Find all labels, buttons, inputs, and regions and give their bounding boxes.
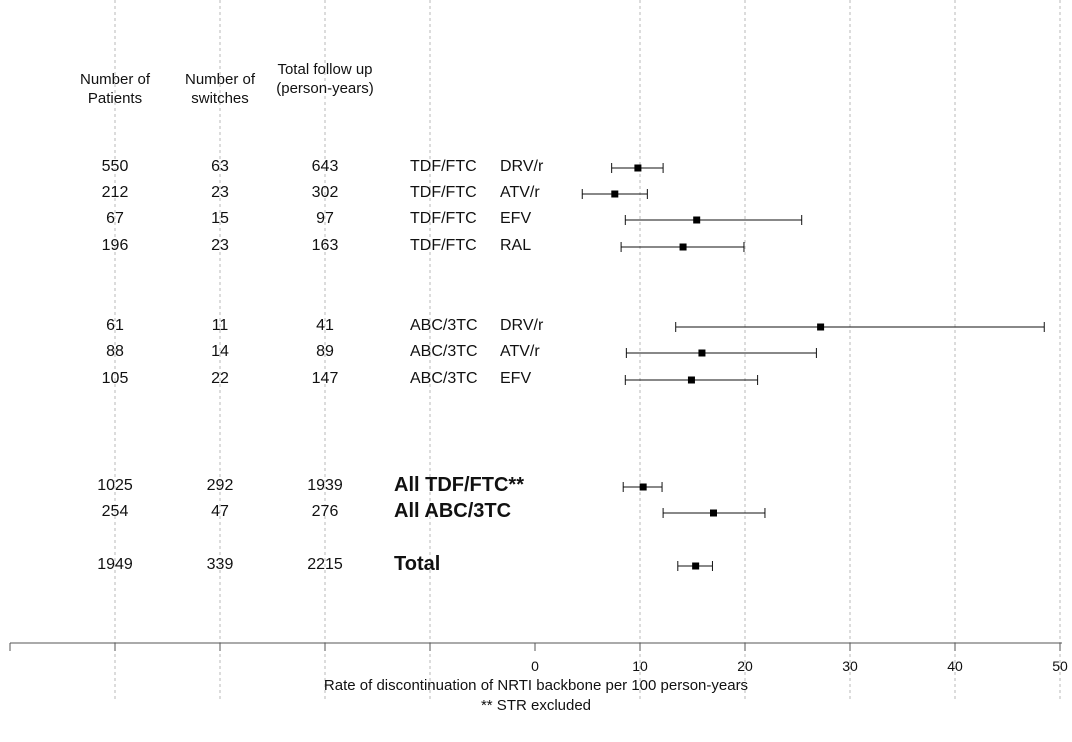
cell-followup: 302 [311, 184, 339, 201]
cell-followup: 163 [311, 237, 339, 254]
forest-marks [581, 163, 1045, 571]
cell-patients: 196 [101, 237, 129, 254]
x-tick-label: 0 [531, 658, 539, 674]
cell-followup: 97 [316, 210, 334, 227]
third-agent-label: DRV/r [500, 317, 544, 334]
backbone-label: TDF/FTC [410, 158, 477, 175]
cell-switches: 292 [206, 477, 234, 494]
backbone-label: TDF/FTC [410, 184, 477, 201]
cell-patients: 212 [101, 184, 129, 201]
cell-followup: 147 [311, 370, 339, 387]
point-estimate [634, 164, 642, 172]
backbone-label: All ABC/3TC [394, 500, 512, 522]
third-agent-label: EFV [500, 370, 532, 387]
cell-followup: 276 [311, 503, 339, 520]
cell-switches: 339 [206, 556, 234, 573]
point-estimate [698, 349, 706, 357]
cell-followup: 2215 [307, 556, 343, 573]
gridlines [114, 0, 1061, 700]
cell-patients: 88 [106, 343, 124, 360]
point-estimate [639, 483, 647, 491]
backbone-label: ABC/3TC [410, 343, 478, 360]
point-estimate [687, 376, 695, 384]
x-tick-label: 30 [842, 658, 858, 674]
backbone-label: ABC/3TC [410, 317, 478, 334]
cell-patients: 254 [101, 503, 129, 520]
point-estimate [679, 243, 687, 251]
x-axis-label: Rate of discontinuation of NRTI backbone… [323, 677, 749, 694]
backbone-label: Total [394, 553, 441, 575]
cell-patients: 61 [106, 317, 124, 334]
cell-patients: 1949 [97, 556, 133, 573]
axis-ticks [9, 643, 1061, 651]
cell-switches: 23 [211, 237, 229, 254]
point-estimate [710, 509, 717, 517]
cell-patients: 1025 [97, 477, 133, 494]
third-agent-label: DRV/r [500, 158, 544, 175]
cell-switches: 11 [211, 317, 229, 334]
cell-followup: 41 [316, 317, 334, 334]
cell-followup: 643 [311, 158, 339, 175]
footnote: ** STR excluded [480, 697, 592, 714]
third-agent-label: RAL [500, 237, 532, 254]
point-estimate [611, 190, 619, 198]
x-tick-label: 10 [632, 658, 648, 674]
cell-followup: 1939 [307, 477, 343, 494]
x-tick-label: 50 [1052, 658, 1068, 674]
backbone-label: TDF/FTC [410, 210, 477, 227]
header-switches: Number of switches [184, 71, 256, 107]
cell-switches: 14 [211, 343, 229, 360]
header-patients: Number of Patients [79, 71, 151, 107]
x-tick-label: 20 [737, 658, 753, 674]
cell-switches: 15 [211, 210, 229, 227]
cell-patients: 550 [101, 158, 129, 175]
third-agent-label: ATV/r [500, 184, 540, 201]
point-estimate [817, 323, 825, 331]
third-agent-label: ATV/r [500, 343, 540, 360]
cell-switches: 63 [211, 158, 229, 175]
point-estimate [692, 562, 700, 570]
cell-switches: 22 [211, 370, 229, 387]
x-tick-label: 40 [947, 658, 963, 674]
cell-switches: 23 [211, 184, 229, 201]
backbone-label: All TDF/FTC** [394, 474, 524, 496]
cell-followup: 89 [316, 343, 334, 360]
cell-switches: 47 [211, 503, 229, 520]
backbone-label: ABC/3TC [410, 370, 478, 387]
backbone-label: TDF/FTC [410, 237, 477, 254]
point-estimate [693, 216, 701, 224]
header-followup: Total follow up (person-years) [276, 61, 374, 97]
cell-patients: 67 [106, 210, 124, 227]
third-agent-label: EFV [500, 210, 532, 227]
cell-patients: 105 [101, 370, 129, 387]
